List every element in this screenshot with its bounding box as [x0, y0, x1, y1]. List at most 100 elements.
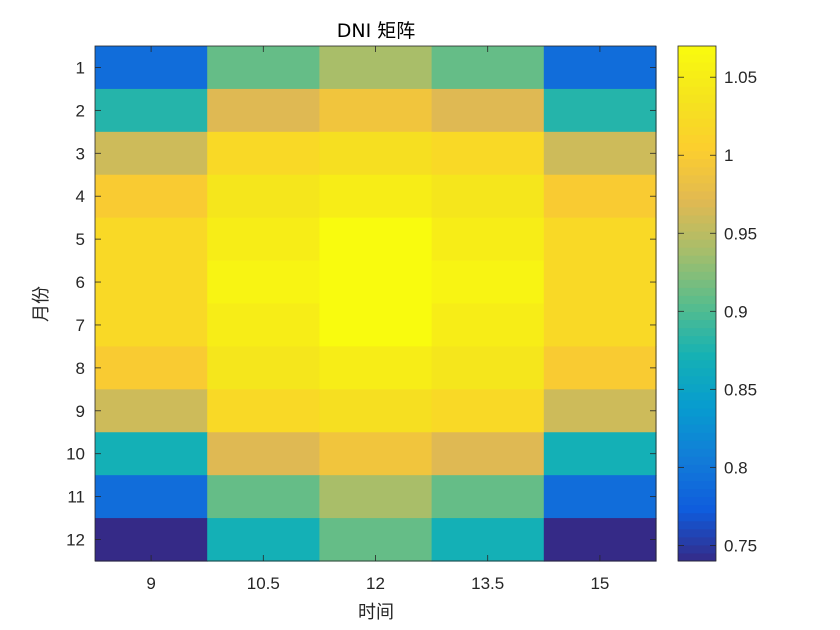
y-tick-label: 8: [76, 359, 85, 378]
heatmap-cell: [95, 303, 208, 348]
y-tick-label: 7: [76, 316, 85, 335]
colorbar-swatch: [678, 528, 716, 538]
colorbar-swatch: [678, 496, 716, 506]
y-tick-label: 9: [76, 402, 85, 421]
colorbar-swatch: [678, 335, 716, 345]
colorbar-swatch: [678, 351, 716, 361]
heatmap-cell: [543, 346, 657, 390]
heatmap-cell: [95, 389, 208, 433]
heatmap-cell: [95, 518, 208, 562]
colorbar-swatch: [678, 54, 716, 63]
colorbar-swatch: [678, 279, 716, 288]
y-tick-label: 11: [67, 488, 85, 507]
heatmap-cell: [431, 389, 545, 433]
colorbar-swatch: [678, 311, 716, 321]
colorbar-swatch: [678, 62, 716, 71]
colorbar-tick-label: 0.95: [724, 224, 757, 243]
heatmap-cell: [543, 518, 657, 562]
colorbar-swatch: [678, 520, 716, 530]
x-tick-label: 15: [590, 574, 609, 593]
colorbar-swatch: [678, 70, 716, 79]
heatmap-cell: [431, 346, 545, 390]
y-tick-label: 6: [76, 273, 85, 292]
heatmap-cell: [95, 260, 208, 305]
heatmap-cell: [207, 518, 320, 562]
heatmap-cell: [319, 174, 433, 219]
colorbar-swatch: [678, 472, 716, 482]
colorbar-swatch: [678, 375, 716, 385]
colorbar-swatch: [678, 231, 716, 240]
heatmap-cell: [319, 432, 433, 476]
heatmap-cell: [319, 346, 433, 390]
colorbar-swatch: [678, 536, 716, 546]
colorbar-swatch: [678, 287, 716, 296]
colorbar-swatch: [678, 182, 716, 192]
heatmap-cell: [207, 260, 320, 305]
colorbar-swatch: [678, 432, 716, 441]
x-axis-title: 时间: [358, 602, 394, 623]
x-tick-label: 13.5: [471, 574, 504, 593]
colorbar-swatch: [678, 166, 716, 176]
x-tick-label: 10.5: [247, 574, 280, 593]
heatmap-cell: [543, 260, 657, 305]
colorbar-tick-label: 1.05: [724, 68, 757, 87]
colorbar-tick-label: 1: [724, 146, 733, 165]
colorbar-swatch: [678, 343, 716, 353]
heatmap-cell: [431, 88, 545, 133]
heatmap-cell: [431, 260, 545, 305]
colorbar-swatch: [678, 247, 716, 256]
heatmap-cell: [207, 303, 320, 348]
y-axis-title: 月份: [31, 286, 52, 322]
heatmap-cell: [319, 389, 433, 433]
colorbar-frame: [677, 45, 717, 562]
heatmap-cell: [207, 217, 320, 262]
y-tick-label: 5: [76, 230, 85, 249]
heatmap-cell: [543, 217, 657, 262]
heatmap-cell: [431, 174, 545, 219]
colorbar-tick-label: 0.9: [724, 302, 748, 321]
colorbar-swatch: [678, 295, 716, 304]
colorbar-swatch: [678, 223, 716, 232]
heatmap-cell: [319, 88, 433, 133]
colorbar-swatch: [678, 359, 716, 369]
y-tick-label: 12: [66, 531, 85, 550]
colorbar-swatch: [678, 255, 716, 264]
heatmap-cells: [95, 46, 657, 562]
colorbar-swatch: [678, 94, 716, 103]
y-tick-label: 1: [76, 58, 85, 77]
y-tick-label: 3: [76, 144, 85, 163]
x-tick-label: 12: [366, 574, 385, 593]
colorbar-swatch: [678, 383, 716, 393]
heatmap-cell: [543, 432, 657, 476]
heatmap-cell: [543, 46, 657, 90]
heatmap-cell: [431, 303, 545, 348]
heatmap-cell: [543, 303, 657, 348]
heatmap-cell: [431, 46, 545, 90]
heatmap-cell: [319, 46, 433, 90]
colorbar-swatch: [678, 367, 716, 377]
colorbar-swatch: [678, 319, 716, 329]
colorbar-swatch: [678, 190, 716, 200]
heatmap-cell: [207, 346, 320, 390]
y-tick-label: 10: [66, 445, 85, 464]
heatmap-cell: [319, 217, 433, 262]
colorbar-swatch: [678, 456, 716, 465]
colorbar-swatch: [678, 150, 716, 160]
colorbar-swatch: [678, 206, 716, 216]
heatmap-cell: [543, 174, 657, 219]
heatmap-cell: [95, 46, 208, 90]
heatmap-cell: [319, 303, 433, 348]
heatmap-cell: [95, 432, 208, 476]
heatmap-cell: [319, 131, 433, 176]
colorbar-swatch: [678, 424, 716, 433]
colorbar-swatch: [678, 408, 716, 417]
heatmap-cell: [431, 217, 545, 262]
heatmap-cell: [95, 217, 208, 262]
colorbar-tick-label: 0.75: [724, 536, 757, 555]
y-tick-label: 2: [76, 101, 85, 120]
colorbar-swatch: [678, 134, 716, 144]
x-tick-label: 9: [146, 574, 155, 593]
heatmap-cell: [207, 174, 320, 219]
heatmap-cell: [543, 389, 657, 433]
